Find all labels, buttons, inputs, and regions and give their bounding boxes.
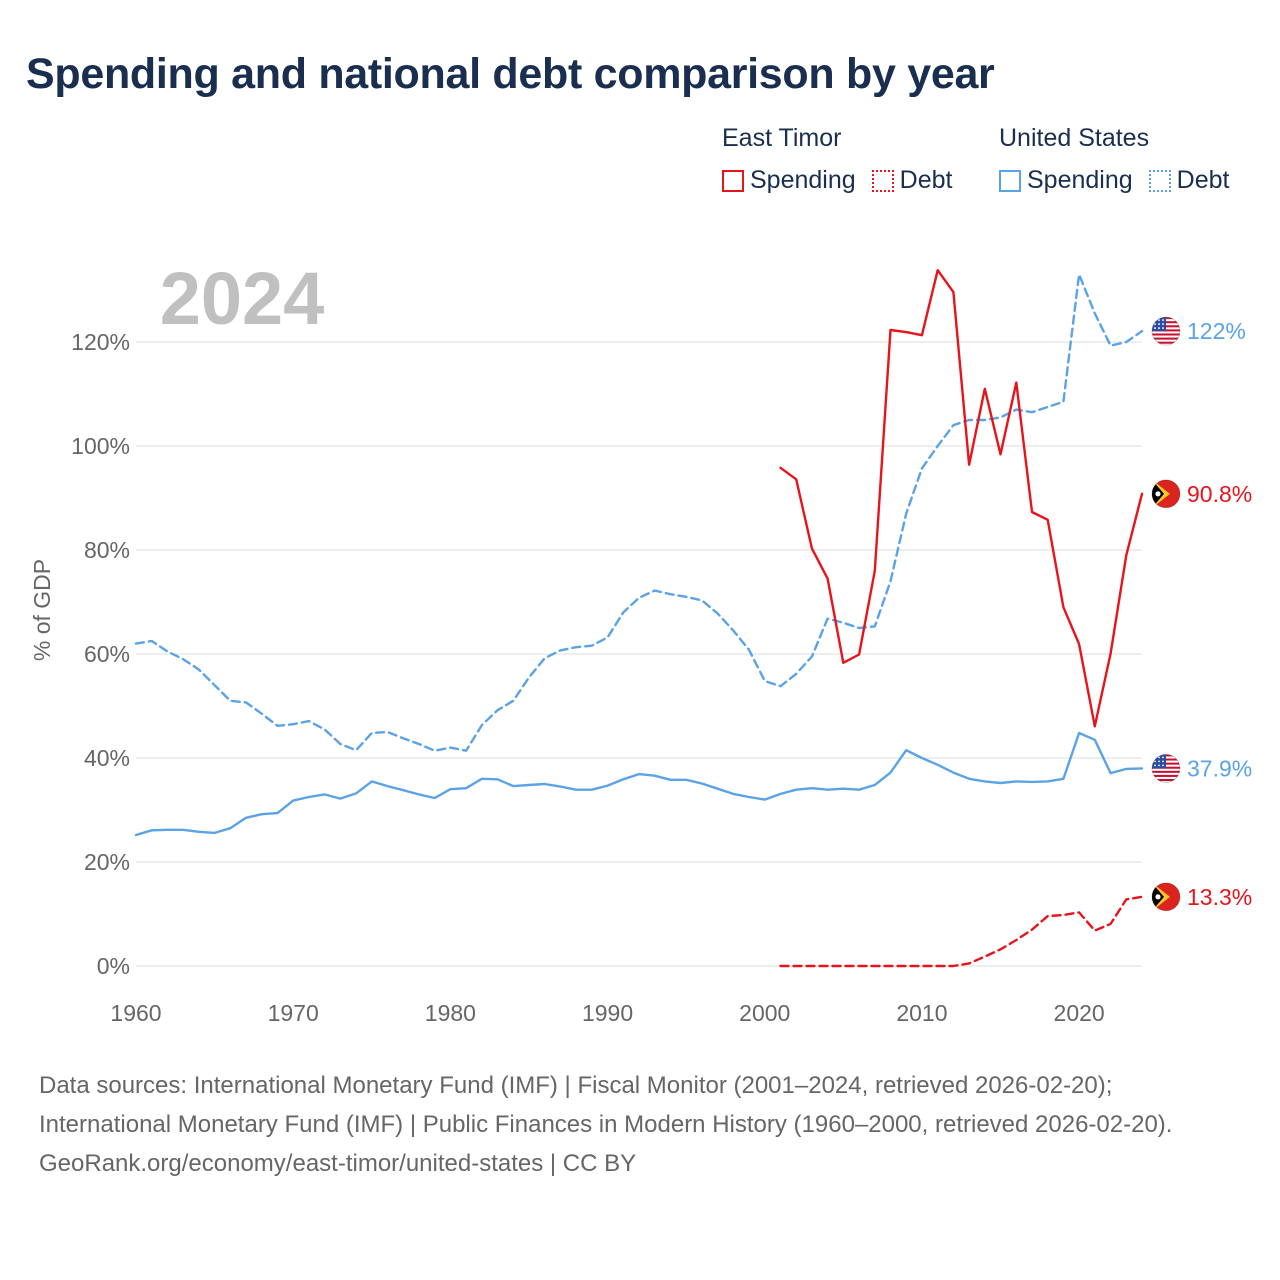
legend-east-timor-spending-label: Spending bbox=[750, 166, 856, 194]
line-chart: 2024 % of GDP 0% 20% 40% 60% 80% 100% 120% 196… bbox=[29, 257, 1252, 1026]
y-tick-label: 20% bbox=[84, 849, 130, 875]
legend-east-timor-debt[interactable]: Debt bbox=[871, 166, 953, 195]
y-axis-label: % of GDP bbox=[29, 559, 55, 661]
y-tick-label: 40% bbox=[84, 745, 130, 771]
x-tick-label: 2010 bbox=[896, 1000, 947, 1026]
legend-east-timor-debt-label: Debt bbox=[899, 166, 953, 194]
united-states-debt-line bbox=[134, 273, 1144, 752]
end-markers: 122% 37.9% 90.8% 13.3% bbox=[1151, 316, 1252, 912]
x-tick-label: 2020 bbox=[1054, 1000, 1105, 1026]
end-value-label: 122% bbox=[1187, 318, 1246, 344]
legend-united-states-debt-label: Debt bbox=[1176, 166, 1230, 194]
y-tick-label: 80% bbox=[84, 537, 130, 563]
x-tick-label: 1980 bbox=[425, 1000, 476, 1026]
dotted-swatch-icon bbox=[1148, 169, 1171, 192]
dotted-swatch-icon bbox=[871, 169, 894, 192]
east-timor-flag-icon bbox=[1151, 882, 1181, 912]
legend-united-states-debt[interactable]: Debt bbox=[1148, 166, 1230, 195]
y-axis-ticks: 0% 20% 40% 60% 80% 100% 120% bbox=[71, 329, 130, 979]
y-tick-label: 0% bbox=[97, 953, 130, 979]
footer: Data sources: International Monetary Fun… bbox=[39, 1066, 1239, 1183]
legend-united-states-label: United States bbox=[999, 124, 1150, 152]
legend-east-timor-spending[interactable]: Spending bbox=[722, 166, 856, 195]
x-tick-label: 1970 bbox=[268, 1000, 319, 1026]
y-tick-label: 60% bbox=[84, 641, 130, 667]
us-flag-icon bbox=[1151, 316, 1181, 346]
united-states-spending-line bbox=[134, 731, 1144, 837]
legend-east-timor: East Timor Spending Debt bbox=[722, 124, 952, 195]
east-timor-spending-line bbox=[779, 269, 1144, 728]
year-label: 2024 bbox=[160, 257, 325, 340]
x-axis-ticks: 1960 1970 1980 1990 2000 2010 2020 bbox=[110, 1000, 1104, 1026]
grid bbox=[136, 341, 1142, 967]
legend-united-states-spending-label: Spending bbox=[1027, 166, 1133, 194]
y-tick-label: 120% bbox=[71, 329, 130, 355]
end-value-label: 37.9% bbox=[1187, 755, 1252, 781]
east-timor-flag-icon bbox=[1151, 479, 1181, 509]
solid-swatch-icon bbox=[999, 169, 1021, 192]
credit-link[interactable]: GeoRank.org/economy/east-timor/united-st… bbox=[39, 1150, 637, 1177]
east-timor-debt-line bbox=[779, 895, 1144, 968]
chart-title: Spending and national debt comparison by… bbox=[26, 50, 995, 98]
solid-swatch-icon bbox=[722, 169, 744, 192]
series bbox=[134, 269, 1144, 968]
end-value-label: 90.8% bbox=[1187, 481, 1252, 507]
legend-united-states: United States Spending Debt bbox=[999, 124, 1229, 195]
y-tick-label: 100% bbox=[71, 433, 130, 459]
data-sources: Data sources: International Monetary Fun… bbox=[39, 1072, 1173, 1138]
x-tick-label: 2000 bbox=[739, 1000, 790, 1026]
legend-united-states-spending[interactable]: Spending bbox=[999, 166, 1133, 195]
x-tick-label: 1960 bbox=[110, 1000, 161, 1026]
legend-east-timor-label: East Timor bbox=[722, 124, 842, 152]
x-tick-label: 1990 bbox=[582, 1000, 633, 1026]
us-flag-icon bbox=[1151, 754, 1181, 783]
end-value-label: 13.3% bbox=[1187, 884, 1252, 910]
